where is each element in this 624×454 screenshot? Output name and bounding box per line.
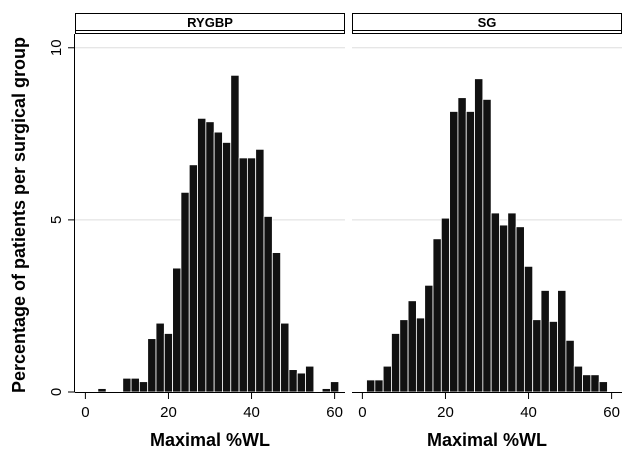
y-tick-label: 10	[48, 39, 65, 56]
x-tick-label: 60	[603, 404, 620, 421]
histogram-bar	[407, 300, 417, 393]
histogram-bar	[180, 191, 190, 393]
histogram-bar	[197, 117, 207, 393]
histogram-bar	[263, 216, 273, 393]
histogram-bar	[321, 388, 331, 393]
histogram-bar	[130, 377, 140, 393]
x-axis-title: Maximal %WL	[427, 430, 547, 450]
histogram-bar	[523, 265, 534, 393]
histogram-bar	[305, 365, 315, 393]
histogram-bar	[280, 322, 290, 393]
histogram-bar	[399, 319, 409, 393]
histogram-bar	[205, 121, 215, 393]
histogram-bar	[507, 212, 517, 393]
histogram-bar	[330, 381, 340, 393]
x-tick-label: 0	[358, 404, 366, 421]
histogram-bar	[432, 238, 442, 393]
x-tick-label: 0	[81, 404, 89, 421]
histogram-bar	[515, 226, 525, 393]
y-axis-title: Percentage of patients per surgical grou…	[9, 37, 29, 393]
histogram-bar	[382, 365, 392, 393]
histogram-bar	[255, 148, 265, 393]
histogram-bar	[391, 333, 401, 393]
histogram-bar	[449, 111, 459, 393]
histogram-bar	[598, 381, 608, 393]
histogram-bar	[147, 338, 157, 393]
x-tick-label: 20	[160, 404, 177, 421]
histogram-bar	[296, 372, 306, 393]
histogram-bar	[482, 99, 492, 393]
histogram-bar	[172, 267, 182, 393]
histogram-bar	[246, 157, 257, 393]
y-tick-label: 5	[48, 216, 65, 224]
histogram-bar	[474, 78, 484, 393]
histogram-bar	[271, 252, 282, 393]
histogram-bar	[366, 379, 376, 393]
histogram-bar	[138, 381, 149, 393]
panel-title: SG	[478, 15, 497, 30]
histogram-bar	[457, 97, 467, 393]
x-tick-label: 20	[437, 404, 454, 421]
histogram-bar	[590, 374, 600, 393]
x-tick-label: 60	[326, 404, 343, 421]
histogram-bar	[238, 157, 248, 393]
histogram-bar	[424, 284, 434, 393]
histogram-bar	[582, 374, 592, 393]
x-tick-label: 40	[243, 404, 260, 421]
histogram-bar	[122, 377, 132, 393]
histogram-bar	[188, 164, 198, 393]
histogram-bar	[440, 217, 451, 393]
x-axis-title: Maximal %WL	[150, 430, 270, 450]
histogram-bar	[465, 111, 475, 393]
histogram-bar	[565, 339, 575, 393]
histogram-bar	[288, 369, 298, 393]
panel-title: RYGBP	[187, 15, 233, 30]
histogram-bar	[532, 319, 542, 393]
histogram-bar	[163, 333, 174, 393]
histogram-bar	[573, 365, 583, 393]
histogram-bar	[548, 321, 559, 393]
histogram-bar	[557, 290, 567, 393]
histogram-bar	[230, 74, 240, 393]
panel-strip	[75, 13, 345, 34]
histogram-bar	[415, 317, 426, 393]
histogram-bar	[222, 142, 232, 393]
histogram-bar	[540, 290, 550, 393]
histogram-bar	[374, 379, 384, 393]
histogram-bar	[155, 322, 165, 393]
histogram-bar	[490, 212, 500, 393]
histogram-bar	[213, 131, 223, 393]
x-tick-label: 40	[520, 404, 537, 421]
histogram-bar	[97, 388, 107, 393]
y-tick-label: 0	[48, 388, 65, 396]
panel-strip	[352, 13, 622, 34]
histogram-bar	[499, 224, 509, 393]
